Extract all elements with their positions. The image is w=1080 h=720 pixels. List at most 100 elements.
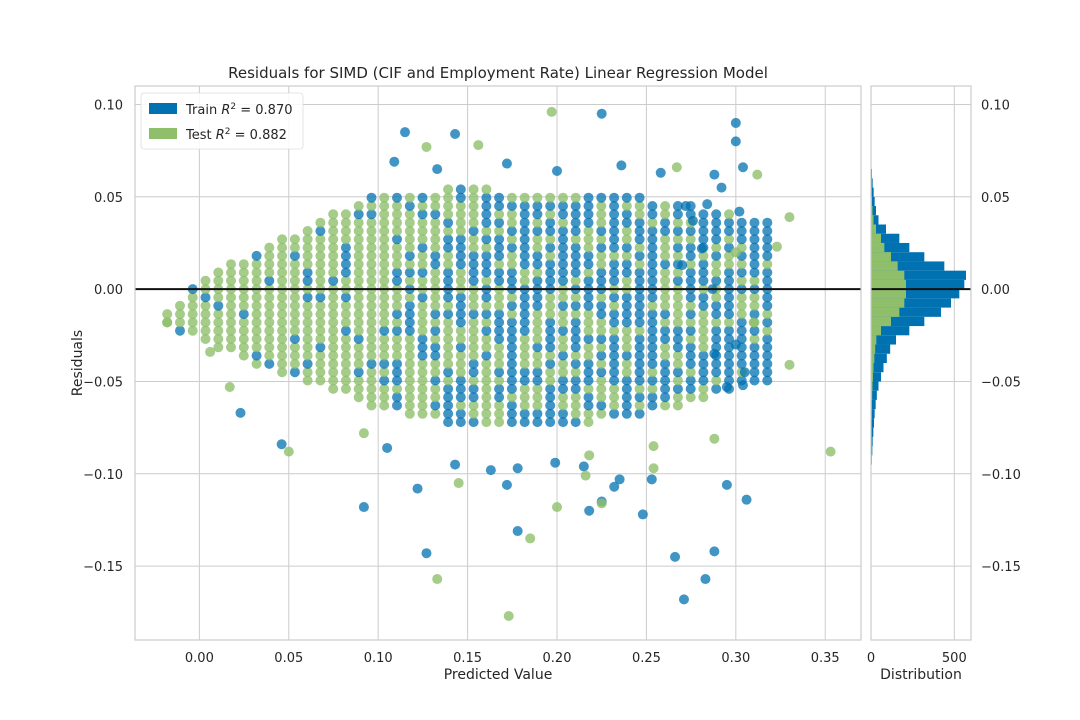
train-point bbox=[506, 408, 517, 419]
train-point bbox=[621, 300, 632, 311]
test-point bbox=[340, 350, 351, 361]
train-point bbox=[660, 367, 671, 378]
test-point bbox=[404, 275, 415, 286]
train-point bbox=[392, 234, 402, 245]
test-point bbox=[596, 250, 607, 261]
train-point bbox=[647, 267, 658, 278]
train-point bbox=[519, 226, 530, 236]
test-point bbox=[340, 226, 351, 236]
train-point bbox=[468, 392, 479, 403]
histogram-bar-test bbox=[871, 206, 873, 216]
test-point bbox=[238, 350, 249, 361]
test-point bbox=[596, 408, 607, 419]
test-point bbox=[289, 292, 300, 303]
train-point bbox=[609, 259, 620, 270]
test-point bbox=[366, 383, 377, 394]
train-point bbox=[685, 267, 696, 278]
test-point bbox=[519, 192, 530, 203]
test-point bbox=[481, 334, 492, 344]
train-point bbox=[685, 226, 696, 236]
test-point bbox=[519, 275, 530, 286]
train-point bbox=[646, 474, 657, 485]
histogram-bar-train bbox=[871, 427, 874, 437]
test-point bbox=[417, 234, 428, 245]
train-point bbox=[238, 309, 249, 320]
test-point bbox=[251, 358, 262, 369]
y-tick-label: −0.10 bbox=[83, 468, 123, 483]
train-point bbox=[501, 479, 512, 490]
train-point bbox=[634, 275, 645, 286]
train-point bbox=[678, 594, 689, 605]
test-point bbox=[558, 192, 568, 203]
test-point bbox=[277, 325, 288, 336]
test-point bbox=[558, 217, 568, 228]
test-point bbox=[366, 226, 377, 236]
test-point bbox=[736, 309, 747, 320]
test-point bbox=[443, 317, 454, 328]
test-point bbox=[264, 350, 275, 361]
train-point bbox=[647, 292, 658, 303]
test-point bbox=[340, 317, 351, 328]
histogram-bar-train bbox=[871, 187, 874, 197]
train-point bbox=[609, 481, 620, 492]
train-point bbox=[724, 350, 734, 361]
test-point bbox=[648, 463, 659, 474]
train-point bbox=[570, 375, 581, 386]
train-point bbox=[506, 358, 517, 369]
test-point bbox=[251, 300, 262, 311]
test-point bbox=[264, 342, 275, 353]
test-point bbox=[417, 317, 428, 328]
test-point bbox=[421, 141, 432, 152]
train-point bbox=[494, 267, 505, 278]
test-point bbox=[353, 375, 364, 386]
train-point bbox=[596, 192, 607, 203]
train-point bbox=[621, 309, 632, 320]
test-point bbox=[226, 275, 236, 286]
histogram-x-tick-label: 0 bbox=[867, 651, 875, 666]
train-point bbox=[762, 317, 773, 328]
train-point bbox=[506, 334, 517, 344]
train-point bbox=[485, 465, 496, 476]
train-point bbox=[455, 192, 466, 203]
test-point bbox=[366, 375, 377, 386]
train-point bbox=[443, 400, 454, 411]
test-point bbox=[596, 325, 607, 336]
test-point bbox=[340, 375, 351, 386]
train-point bbox=[621, 350, 632, 361]
test-point bbox=[621, 367, 632, 378]
test-point bbox=[302, 242, 313, 253]
test-point bbox=[379, 250, 390, 261]
train-point bbox=[443, 217, 454, 228]
train-point bbox=[532, 367, 543, 378]
train-point bbox=[455, 250, 466, 261]
train-point bbox=[609, 275, 620, 286]
train-point bbox=[532, 408, 543, 419]
histogram-bar-train bbox=[871, 206, 876, 216]
test-point bbox=[519, 334, 530, 344]
train-point bbox=[558, 275, 568, 286]
train-point bbox=[570, 317, 581, 328]
test-point bbox=[328, 309, 339, 320]
histogram-bar-train bbox=[871, 279, 965, 290]
train-point bbox=[315, 292, 326, 303]
test-point bbox=[481, 242, 492, 253]
train-point bbox=[634, 292, 645, 303]
test-point bbox=[621, 334, 632, 344]
train-point bbox=[762, 226, 773, 236]
train-point bbox=[545, 317, 556, 328]
train-point bbox=[724, 300, 734, 311]
test-point bbox=[784, 359, 795, 370]
train-point bbox=[621, 383, 632, 394]
test-point bbox=[353, 383, 364, 394]
histogram-bar-test bbox=[871, 242, 885, 253]
histogram-bar-train bbox=[871, 372, 881, 382]
test-point bbox=[685, 317, 696, 328]
train-point bbox=[762, 267, 773, 278]
train-point bbox=[685, 342, 696, 353]
test-point bbox=[583, 267, 594, 278]
train-point bbox=[570, 267, 581, 278]
train-point bbox=[494, 217, 505, 228]
test-point bbox=[417, 300, 428, 311]
test-point bbox=[213, 292, 224, 303]
train-point bbox=[596, 267, 607, 278]
